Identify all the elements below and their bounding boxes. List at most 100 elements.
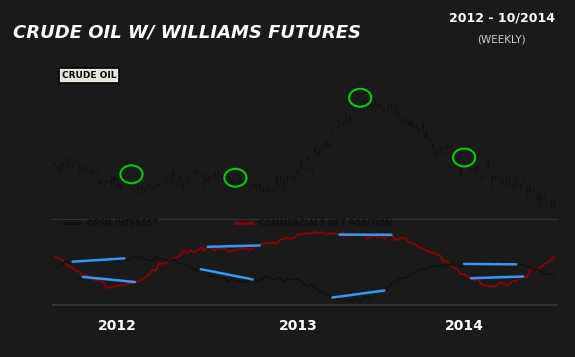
Bar [196,173,198,174]
Bar [207,179,209,182]
Bar [463,162,465,164]
Bar [307,159,309,160]
Bar [141,186,143,187]
Bar [339,121,340,123]
Bar [186,180,188,181]
Bar [366,104,368,105]
Bar [93,170,94,174]
Bar [505,183,507,184]
Bar [276,176,278,184]
Bar [346,120,347,121]
Text: CRUDE OIL W/ WILLIAMS FUTURES: CRUDE OIL W/ WILLIAMS FUTURES [13,23,361,41]
Bar [269,191,271,192]
Bar [290,177,292,178]
Bar [255,184,257,186]
Text: 2012 - 10/2014: 2012 - 10/2014 [449,11,555,24]
Text: CRUDE OIL: CRUDE OIL [62,71,117,80]
Bar [248,187,250,188]
Bar [446,146,448,147]
Bar [425,133,427,137]
Bar [460,168,462,175]
Bar [428,138,431,140]
Bar [155,185,157,186]
Bar [64,159,67,160]
Bar [106,180,108,182]
Bar [526,190,527,191]
Bar [283,182,285,184]
Bar [390,106,392,107]
Bar [370,101,371,105]
Bar [477,166,479,169]
Bar [113,177,115,180]
Bar [384,110,385,112]
Bar [266,188,267,189]
Bar [182,183,185,186]
Bar [193,171,195,172]
Bar [529,188,531,191]
Bar [144,190,146,191]
Bar [99,181,101,183]
Bar [432,144,434,147]
Bar [536,195,538,199]
Bar [501,180,503,182]
Bar [175,182,178,183]
Bar [172,172,174,177]
Bar [231,181,233,183]
Bar [131,181,132,185]
Bar [418,130,420,132]
Bar [435,154,438,155]
Bar [342,124,344,125]
Bar [210,177,212,178]
Bar [394,109,396,110]
Text: 2012: 2012 [98,319,137,333]
Bar [158,184,160,186]
Bar [82,169,84,170]
Bar [293,179,296,180]
Bar [411,124,413,127]
Bar [470,166,472,169]
Bar [539,196,542,200]
Bar [204,175,205,177]
Bar [439,148,441,150]
Bar [328,145,330,146]
Bar [221,175,223,178]
Bar [546,206,549,207]
Bar [363,101,365,105]
Bar [532,190,534,192]
Bar [242,180,243,182]
Bar [474,170,476,173]
Bar [449,157,451,159]
Bar [89,172,91,174]
Bar [553,206,555,207]
Bar [380,104,382,106]
Bar [61,164,63,166]
Bar [494,176,496,178]
Bar [491,178,493,181]
Bar [321,147,323,148]
Bar [488,164,489,167]
Bar [324,142,327,146]
Bar [377,105,378,106]
Bar [273,190,274,191]
Text: (WEEKLY): (WEEKLY) [478,35,526,45]
Bar [179,177,181,179]
Bar [75,160,77,161]
Bar [397,114,399,116]
Bar [124,178,125,179]
Bar [297,171,299,173]
Bar [421,126,424,128]
Bar [401,120,402,121]
Bar [127,184,129,186]
Bar [79,165,80,166]
Bar [117,185,118,187]
Bar [512,185,513,186]
Bar [332,133,334,135]
Text: 2013: 2013 [278,319,317,333]
Bar [137,188,139,190]
Text: COMMERCIALS NET POSITION: COMMERCIALS NET POSITION [259,218,392,228]
Bar [120,186,122,188]
Bar [259,185,260,187]
Text: 2014: 2014 [444,319,484,333]
Bar [252,185,254,187]
Bar [349,117,351,119]
